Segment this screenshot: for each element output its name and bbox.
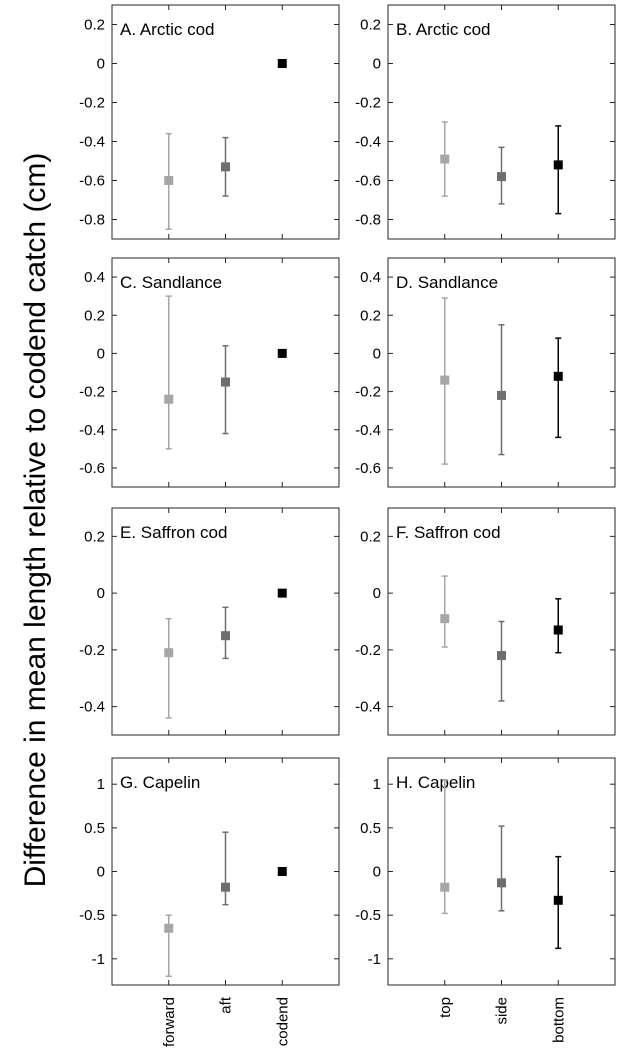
- y-tick-label: 0.2: [84, 528, 105, 545]
- y-tick-label: -1: [368, 951, 381, 968]
- y-tick-label: -0.5: [355, 907, 381, 924]
- y-tick-label: 1: [97, 776, 105, 793]
- y-tick-label: 0: [97, 585, 105, 602]
- y-tick-label: 0.2: [360, 17, 381, 34]
- y-tick-label: 0: [97, 56, 105, 73]
- x-tick-label: forward: [161, 997, 178, 1047]
- data-point: [440, 375, 450, 385]
- x-tick-label: bottom: [550, 997, 567, 1043]
- y-tick-label: 0.4: [360, 269, 381, 286]
- data-point: [440, 614, 450, 624]
- axes-box: [111, 4, 340, 240]
- y-tick-label: -0.6: [355, 460, 381, 477]
- y-tick-label: -1: [92, 951, 105, 968]
- y-tick-label: -0.4: [79, 699, 105, 716]
- x-tick-label: side: [494, 997, 511, 1025]
- y-tick-label: -0.2: [355, 384, 381, 401]
- panel-c: 0.4 0.2 0 -0.2 -0.4 -0.6 C. Sandlance: [79, 257, 340, 488]
- panel-title: E. Saffron cod: [120, 523, 227, 542]
- panel-d: 0.4 0.2 0 -0.2 -0.4 -0.6 D. Sandlance: [355, 257, 616, 488]
- panels: 0.2 0 -0.2 -0.4 -0.6 -0.8 A. Arctic cod 0.2 0 -0.…: [79, 4, 616, 1047]
- y-tick-label: 0: [97, 345, 105, 362]
- panel-g: 1 0.5 0 -0.5 -1 G. Capelin forward aft codend: [79, 757, 340, 1047]
- y-tick-label: 0.2: [84, 307, 105, 324]
- y-tick-label: 0.2: [360, 528, 381, 545]
- data-point: [164, 394, 174, 404]
- y-tick-label: 0: [373, 56, 381, 73]
- y-tick-label: 0: [373, 585, 381, 602]
- y-tick-label: 0.2: [360, 307, 381, 324]
- data-point: [553, 371, 563, 381]
- y-tick-label: 1: [373, 776, 381, 793]
- y-tick-label: -0.2: [355, 95, 381, 112]
- data-point: [221, 377, 230, 387]
- panel-e: 0.2 0 -0.2 -0.4 E. Saffron cod: [79, 507, 340, 736]
- y-tick-label: -0.4: [355, 699, 381, 716]
- x-tick-label: top: [437, 997, 454, 1018]
- y-tick-label: 0.5: [84, 820, 105, 837]
- data-point: [221, 882, 230, 892]
- y-tick-label: 0.2: [84, 17, 105, 34]
- data-point: [440, 882, 450, 892]
- data-point: [440, 154, 450, 164]
- y-tick-label: -0.6: [79, 173, 105, 190]
- y-tick-label: 0: [373, 864, 381, 881]
- data-point: [497, 651, 506, 661]
- y-tick-label: -0.4: [79, 422, 105, 439]
- x-tick-label: aft: [218, 996, 235, 1014]
- data-point: [497, 390, 506, 400]
- data-point: [277, 59, 287, 68]
- panel-title: C. Sandlance: [120, 273, 222, 292]
- y-tick-label: -0.6: [79, 460, 105, 477]
- panel-h: 1 0.5 0 -0.5 -1 H. Capelin top side bottom: [355, 757, 616, 1043]
- y-tick-label: -0.6: [355, 173, 381, 190]
- x-tick-label: codend: [274, 997, 291, 1046]
- data-point: [277, 588, 287, 598]
- panel-title: B. Arctic cod: [396, 20, 490, 39]
- data-point: [221, 162, 230, 172]
- y-tick-label: -0.4: [79, 134, 105, 151]
- y-tick-label: 0.5: [360, 820, 381, 837]
- panel-title: D. Sandlance: [396, 273, 498, 292]
- y-tick-label: -0.2: [79, 95, 105, 112]
- y-tick-label: -0.4: [355, 134, 381, 151]
- data-point: [164, 923, 174, 933]
- panel-title: G. Capelin: [120, 773, 200, 792]
- data-point: [221, 631, 230, 641]
- y-tick-label: -0.5: [79, 907, 105, 924]
- y-tick-label: -0.2: [355, 642, 381, 659]
- data-point: [553, 625, 563, 635]
- data-point: [553, 895, 563, 905]
- y-tick-label: -0.2: [79, 384, 105, 401]
- panel-title: F. Saffron cod: [396, 523, 501, 542]
- panel-f: 0.2 0 -0.2 -0.4 F. Saffron cod: [355, 507, 616, 736]
- panel-title: H. Capelin: [396, 773, 475, 792]
- data-point: [497, 172, 506, 182]
- panel-b: 0.2 0 -0.2 -0.4 -0.6 -0.8 B. Arctic cod: [355, 4, 616, 240]
- y-axis-label: Difference in mean length relative to co…: [19, 153, 52, 888]
- data-point: [164, 176, 174, 185]
- y-tick-label: -0.8: [79, 212, 105, 229]
- panel-title: A. Arctic cod: [120, 20, 214, 39]
- panel-a: 0.2 0 -0.2 -0.4 -0.6 -0.8 A. Arctic cod: [79, 4, 340, 240]
- data-point: [553, 160, 563, 170]
- y-tick-label: -0.4: [355, 422, 381, 439]
- y-tick-label: -0.8: [355, 212, 381, 229]
- y-tick-label: 0: [373, 345, 381, 362]
- data-point: [277, 348, 287, 358]
- data-point: [164, 648, 174, 658]
- data-point: [277, 867, 287, 876]
- data-point: [497, 878, 506, 888]
- y-tick-label: -0.2: [79, 642, 105, 659]
- y-tick-label: 0.4: [84, 269, 105, 286]
- y-tick-label: 0: [97, 864, 105, 881]
